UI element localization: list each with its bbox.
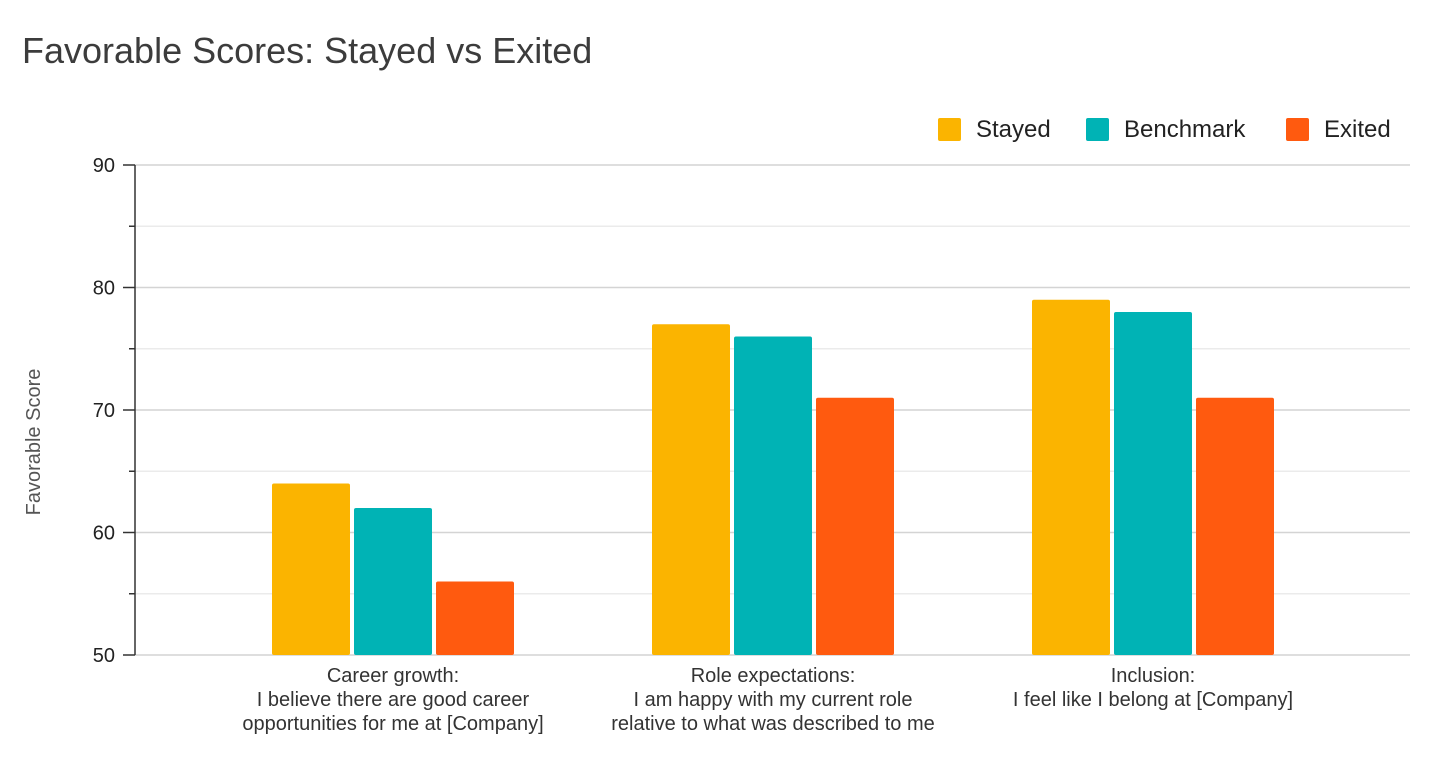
x-tick-label: Inclusion: <box>1111 665 1196 687</box>
x-tick-label: I am happy with my current role <box>634 689 913 711</box>
x-tick-label: I feel like I belong at [Company] <box>1013 689 1293 711</box>
bar-exited-2 <box>816 397 894 655</box>
bar-stayed-3 <box>1032 299 1110 655</box>
bar-benchmark-2 <box>734 336 812 655</box>
bar-exited-1 <box>436 581 514 655</box>
legend-swatch-exited <box>1286 118 1309 141</box>
y-tick-label: 80 <box>93 278 115 300</box>
x-tick-label: relative to what was described to me <box>611 713 935 735</box>
y-tick-label: 70 <box>93 400 115 422</box>
x-tick-label: Role expectations: <box>691 665 856 687</box>
legend-label-stayed: Stayed <box>976 116 1051 143</box>
bar-stayed-1 <box>272 483 350 655</box>
x-tick-label: opportunities for me at [Company] <box>242 713 543 735</box>
y-tick-label: 50 <box>93 645 115 667</box>
legend-swatch-stayed <box>938 118 961 141</box>
legend-label-exited: Exited <box>1324 116 1391 143</box>
y-tick-label: 90 <box>93 155 115 177</box>
chart-title: Favorable Scores: Stayed vs Exited <box>22 30 593 71</box>
bar-exited-3 <box>1196 397 1274 655</box>
y-axis-title: Favorable Score <box>23 369 45 516</box>
bar-benchmark-1 <box>354 508 432 655</box>
y-tick-label: 60 <box>93 523 115 545</box>
x-tick-label: I believe there are good career <box>257 689 530 711</box>
x-tick-label: Career growth: <box>327 665 459 687</box>
bar-benchmark-3 <box>1114 312 1192 655</box>
legend-label-benchmark: Benchmark <box>1124 116 1246 143</box>
legend-swatch-benchmark <box>1086 118 1109 141</box>
bar-stayed-2 <box>652 324 730 655</box>
